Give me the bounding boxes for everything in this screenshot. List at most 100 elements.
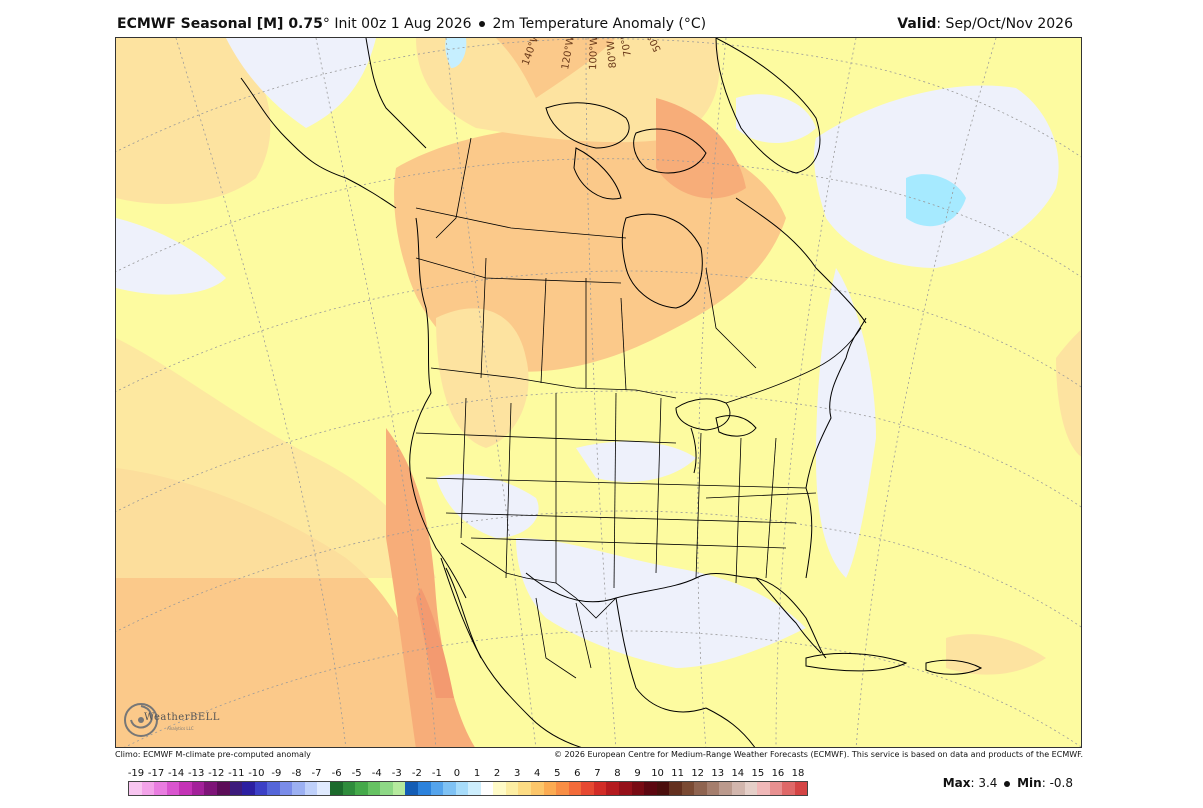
lon-label: 100°W [588, 38, 600, 70]
colorbar-swatch [242, 782, 255, 795]
state-line [415, 432, 677, 444]
mexico-pacific-coast [440, 557, 582, 747]
colorbar-swatch [292, 782, 305, 795]
valid-value: : Sep/Oct/Nov 2026 [936, 16, 1073, 32]
alaska-north-coast [365, 38, 427, 149]
east-coast [805, 317, 867, 579]
colorbar-swatch [342, 782, 356, 795]
arctic-light-orange-region [416, 38, 720, 143]
alaska-canada-border [435, 137, 472, 239]
colorbar-label: 6 [574, 768, 581, 779]
colorbar-labels: -19 -17 -14 -13 -12 -11 -10 -9 -8 -7 -6 -5 -4 -3 -2 -1 0… [128, 768, 808, 781]
baja-deep-orange-region [386, 428, 475, 747]
colorbar-swatch [581, 782, 594, 795]
baja-hot-spot [416, 588, 454, 698]
baffin-island [633, 128, 707, 174]
hudson-bay-coast [621, 213, 703, 309]
state-line [505, 402, 512, 579]
arctic-island [545, 102, 630, 149]
alaska-cool-region [226, 38, 376, 128]
colorbar-label: -1 [431, 768, 442, 779]
western-us-light-orange-region [436, 308, 529, 448]
alaska-coast [240, 77, 397, 209]
colorbar-label: -9 [271, 768, 282, 779]
colorbar-swatch [782, 782, 795, 795]
colorbar-swatch [631, 782, 645, 795]
colorbar-swatch [443, 782, 456, 795]
colorbar-label: 18 [791, 768, 805, 779]
valid-period: Valid: Sep/Oct/Nov 2026 [897, 16, 1073, 32]
mexico-state-line [535, 597, 577, 679]
state-line [445, 512, 797, 524]
state-line [655, 397, 662, 574]
province-line [415, 207, 627, 239]
map-svg: 140°W 120°W 100°W 80°W 70°W 50°W [116, 38, 1081, 747]
graticule [116, 38, 1081, 747]
north-atlantic-cool-region [816, 268, 876, 578]
colorbar-label: 3 [513, 768, 521, 779]
colorbar-swatch [141, 782, 155, 795]
colorbar-swatch [732, 782, 745, 795]
colorbar-swatch [543, 782, 557, 795]
gulf-coast [525, 572, 827, 659]
anomaly-map: 140°W 120°W 100°W 80°W 70°W 50°W [115, 37, 1082, 748]
colorbar-swatch [757, 782, 770, 795]
init-time: Init 00z 1 Aug 2026 [334, 16, 472, 32]
hurricane-icon [124, 703, 158, 737]
state-line [705, 492, 817, 499]
colorbar-swatch [279, 782, 293, 795]
colorbar-swatch [593, 782, 607, 795]
lon-label: 80°W [606, 40, 619, 69]
colorbar-label: 16 [771, 768, 785, 779]
colorbar-swatch [505, 782, 519, 795]
colorbar-label: -13 [188, 768, 205, 779]
state-line [613, 392, 617, 589]
colorbar-label: 4 [534, 768, 541, 779]
colorbar-label: -14 [167, 768, 185, 779]
state-line [695, 432, 702, 579]
pacific-light-orange-region [116, 338, 436, 578]
colorbar-swatch [531, 782, 544, 795]
colorbar-label: 12 [691, 768, 705, 779]
plains-cool-region [576, 441, 696, 482]
state-line [460, 397, 467, 539]
colorbar-label: -5 [351, 768, 362, 779]
colorbar-swatch [706, 782, 720, 795]
colorbar-label: -19 [127, 768, 145, 779]
great-lakes [675, 398, 731, 431]
weatherbell-logo: WeatherBELL Analytics LLC [119, 700, 219, 742]
logo-subtext: Analytics LLC [167, 726, 194, 731]
colorbar-swatch [769, 782, 783, 795]
variable-name: 2m Temperature Anomaly (°C) [492, 16, 707, 32]
colorbar-swatch [267, 782, 280, 795]
us-canada-east-border [725, 327, 862, 404]
colorbar-swatches [128, 781, 808, 796]
colorbar-swatch [719, 782, 732, 795]
colorbar-swatch [405, 782, 418, 795]
colorbar-swatch [229, 782, 243, 795]
province-line [620, 297, 627, 391]
bullet-icon [1004, 780, 1011, 787]
colorbar-swatch [430, 782, 444, 795]
colorbar-label: -12 [208, 768, 225, 779]
colorbar-swatch [355, 782, 368, 795]
great-lakes [715, 415, 757, 437]
atlantic-aqua-patch [906, 174, 966, 227]
colorbar-label: 0 [453, 768, 461, 779]
colorbar-label: 14 [731, 768, 745, 779]
max-min-stats: Max: 3.4 Min: -0.8 [943, 776, 1073, 790]
southwest-cool-region [436, 474, 539, 538]
colorbar-swatch [154, 782, 167, 795]
colorbar-label: 11 [671, 768, 684, 779]
caribbean-orange-region [946, 634, 1046, 675]
lake-michigan [690, 427, 697, 474]
greenland-coast [715, 38, 821, 174]
colorbar-swatch [367, 782, 381, 795]
colorbar-label: -8 [291, 768, 302, 779]
colorbar-label: 15 [751, 768, 765, 779]
arctic-island [573, 147, 622, 200]
colorbar-swatch [556, 782, 569, 795]
state-line [765, 437, 777, 579]
political-borders [415, 137, 862, 679]
colorbar-swatch [254, 782, 268, 795]
